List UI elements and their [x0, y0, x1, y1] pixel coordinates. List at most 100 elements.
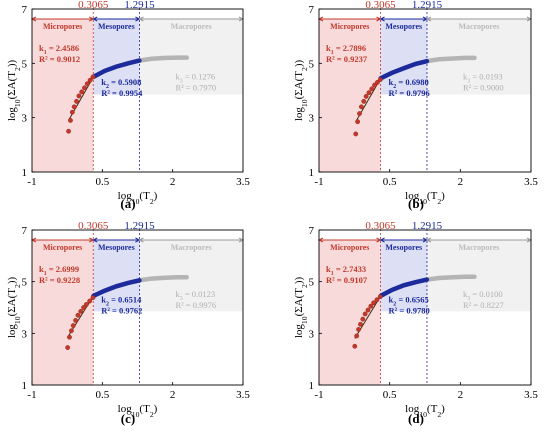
region-label-mesopores: Mesopores — [98, 22, 135, 31]
micropore-point — [74, 98, 79, 104]
fit-k2-label: k2 = 0.6514 — [101, 294, 142, 307]
boundary-label-2: 1.2915 — [124, 0, 155, 11]
fit-k1-label: k1 = 2.4586 — [39, 43, 79, 56]
region-label-mesopores: Mesopores — [385, 243, 422, 252]
mesopores-arrow-head-left — [92, 237, 98, 243]
x-tick-label: -1 — [27, 176, 36, 188]
mesopore-curve — [91, 58, 142, 80]
x-tick-label: 0.5 — [95, 176, 109, 188]
micropore-point — [69, 109, 75, 115]
mesopore-curve — [378, 277, 430, 299]
micropore-point — [67, 334, 72, 340]
fit-r2-macro-label: R² = 0.9976 — [175, 300, 216, 310]
mesopore-curve — [91, 278, 142, 299]
y-axis-label: log10(ΣA(T2)) — [293, 277, 309, 339]
x-tick-label: 2 — [458, 176, 464, 188]
region-label-micropores: Micropores — [43, 243, 82, 252]
y-tick-label: 1 — [309, 167, 315, 179]
fit-k3-label: k3 = 0.1276 — [175, 72, 215, 85]
fit-r2-macro-label: R² = 0.8227 — [463, 300, 504, 310]
fit-r2-meso-label: R² = 0.9796 — [389, 88, 430, 98]
x-axis-label: log10(T2) — [405, 190, 445, 206]
boundary-label-2: 1.2915 — [412, 0, 443, 11]
micropore-point — [78, 308, 84, 314]
macropore-curve — [137, 55, 189, 63]
x-tick-label: 3.5 — [524, 389, 538, 401]
boundary-label-1: 0.3065 — [78, 220, 109, 232]
x-tick-label: 3.5 — [236, 389, 250, 401]
micropore-point — [84, 81, 90, 87]
mesopore-curve — [378, 58, 430, 81]
macropores-arrow-head-left — [425, 16, 432, 22]
mesopores-arrow-head-left — [379, 237, 385, 243]
micropore-point — [79, 89, 85, 95]
fit-r2-micro-label: R² = 0.9237 — [326, 54, 368, 64]
micropore-point — [70, 323, 76, 328]
boundary-label-2: 1.2915 — [124, 220, 155, 232]
macropores-arrow-head-left — [425, 237, 432, 243]
boundary-label-1: 0.3065 — [365, 220, 396, 232]
x-tick-label: 2 — [170, 176, 176, 188]
x-tick-label: 2 — [170, 389, 176, 401]
y-axis-label: log10(ΣA(T2)) — [6, 60, 22, 122]
mesopore-region — [93, 19, 140, 95]
micropore-point — [83, 301, 89, 307]
plot-frame — [31, 229, 244, 386]
region-label-macropores: Macropores — [458, 243, 499, 252]
fit-r2-meso-label: R² = 0.9954 — [101, 88, 143, 98]
fit-k2-label: k2 = 0.6565 — [389, 294, 429, 307]
fit-k3-label: k3 = 0.0193 — [463, 72, 503, 85]
micropore-point — [68, 117, 73, 123]
x-tick-label: 2 — [458, 389, 464, 401]
micropore-point — [371, 300, 377, 306]
panel-label: (b) — [408, 196, 424, 211]
x-axis-label: log10(T2) — [118, 403, 158, 419]
macropores-arrow-head-left — [138, 237, 144, 243]
region-label-macropores: Macropores — [171, 22, 212, 31]
micropore-point — [356, 327, 361, 332]
x-tick-label: 0.5 — [383, 389, 397, 401]
micropore-point — [374, 297, 380, 303]
macropores-arrow-head-left — [138, 16, 144, 22]
x-tick-label: -1 — [314, 389, 323, 401]
boundary-label-2: 1.2915 — [412, 220, 443, 232]
y-tick-label: 5 — [309, 58, 315, 70]
fit-r2-macro-label: R² = 0.7970 — [175, 83, 216, 93]
micropore-point — [361, 98, 367, 104]
x-tick-label: 3.5 — [236, 176, 250, 188]
micropore-point — [75, 312, 81, 318]
boundary-label-1: 0.3065 — [365, 0, 396, 11]
micropore-point — [352, 343, 358, 349]
micropore-region — [319, 240, 381, 385]
y-tick-label: 5 — [22, 277, 28, 289]
mesopore-region — [93, 240, 140, 312]
y-tick-label: 1 — [309, 380, 315, 392]
macropore-curve — [424, 274, 477, 282]
region-label-micropores: Micropores — [330, 22, 369, 31]
fit-r2-micro-label: R² = 0.9228 — [39, 275, 80, 285]
micropore-point — [357, 111, 362, 116]
y-tick-label: 3 — [22, 328, 28, 340]
micropore-point — [353, 131, 359, 137]
micropore-point — [368, 303, 374, 309]
micropore-point — [66, 128, 71, 134]
fit-r2-meso-label: R² = 0.9762 — [101, 305, 142, 315]
fit-r2-micro-label: R² = 0.9107 — [326, 275, 368, 285]
y-tick-label: 7 — [22, 225, 28, 237]
micropore-region — [32, 19, 94, 172]
y-tick-label: 7 — [22, 4, 28, 16]
fit-k1-label: k1 = 2.7896 — [326, 43, 366, 56]
micropore-point — [65, 345, 71, 350]
micropore-point — [365, 307, 371, 313]
fit-k2-label: k2 = 0.6980 — [389, 77, 429, 90]
panel-label: (c) — [121, 411, 135, 426]
y-tick-label: 5 — [22, 58, 28, 70]
macropore-curve — [424, 55, 477, 64]
mesopore-region — [380, 19, 427, 95]
micropore-point — [90, 295, 96, 301]
x-tick-label: 0.5 — [95, 389, 109, 401]
micropore-region — [32, 240, 94, 385]
chart-panel-c: 0.3065 1.2915 Micropores Mesopores Macropore… — [6, 220, 250, 426]
micropore-point — [362, 311, 368, 317]
